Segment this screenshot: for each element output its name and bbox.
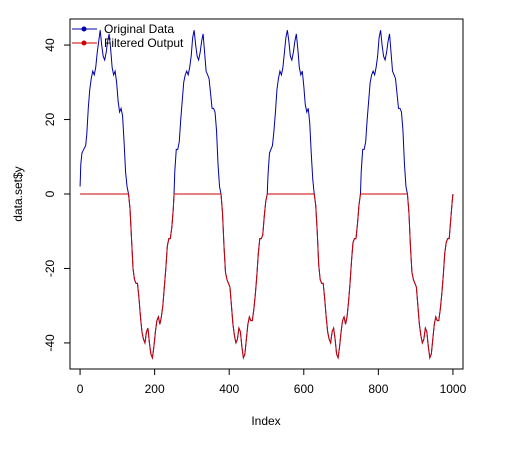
x-tick-label: 200 <box>145 382 165 396</box>
y-tick-label: 40 <box>43 38 57 52</box>
x-tick-label: 400 <box>219 382 239 396</box>
x-tick-label: 800 <box>368 382 388 396</box>
y-tick-label: 0 <box>43 190 57 197</box>
x-tick-label: 1000 <box>440 382 467 396</box>
series-line-filtered-output <box>80 193 454 360</box>
y-tick-label: 20 <box>43 113 57 127</box>
y-axis: -40 -20 0 20 40 <box>43 38 71 352</box>
legend-label: Filtered Output <box>104 36 184 50</box>
legend-marker <box>81 26 87 32</box>
y-tick-label: -20 <box>43 259 57 277</box>
x-axis: 0 200 400 600 800 1000 <box>77 368 467 396</box>
x-tick-label: 600 <box>294 382 314 396</box>
legend-label: Original Data <box>104 22 174 36</box>
y-axis-title: data.set$y <box>11 166 25 221</box>
series-layer <box>79 30 454 360</box>
legend-marker <box>81 40 87 46</box>
x-axis-title: Index <box>251 414 280 428</box>
y-tick-label: -40 <box>43 334 57 352</box>
x-tick-label: 0 <box>77 382 84 396</box>
